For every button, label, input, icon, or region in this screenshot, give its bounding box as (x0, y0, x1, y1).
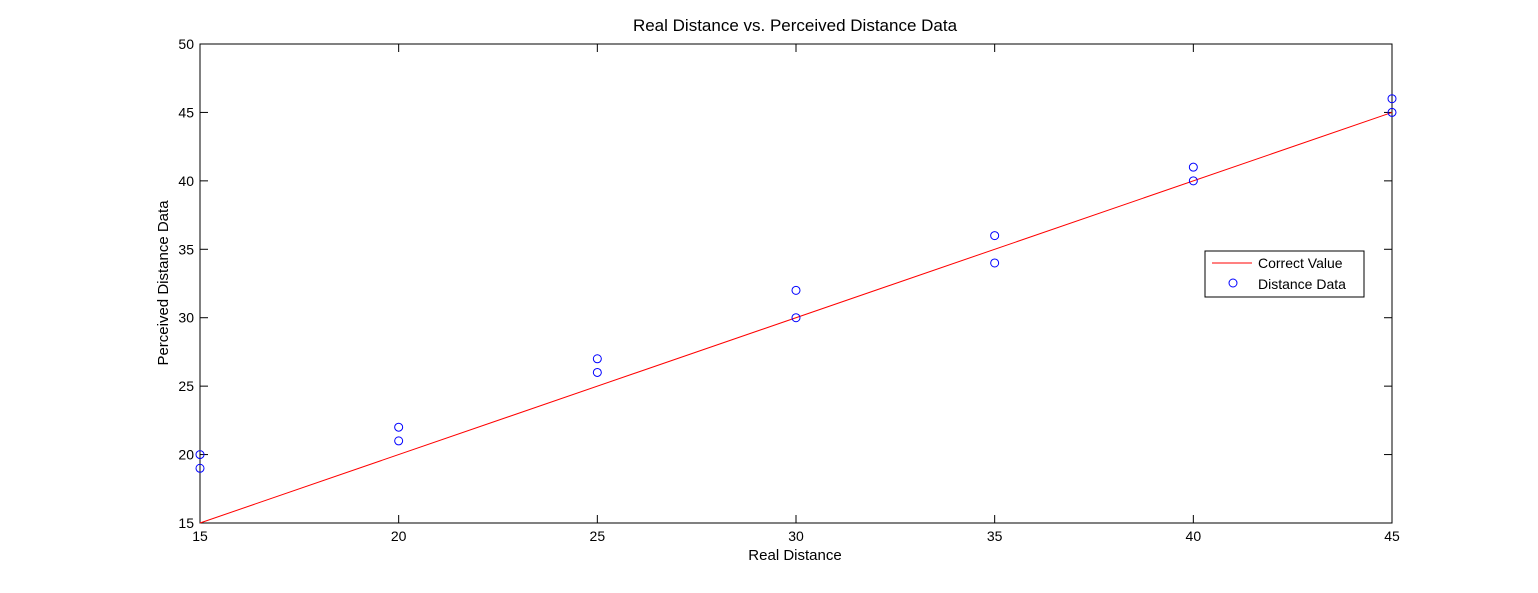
y-tick-label: 15 (178, 515, 194, 531)
series-layer (195, 94, 1397, 524)
x-tick-label: 30 (788, 528, 804, 544)
distance-data-point (1188, 162, 1198, 172)
legend-box (1204, 250, 1365, 298)
distance-data-point (592, 367, 602, 377)
y-tick-label: 20 (178, 447, 194, 463)
distance-data-point (1387, 94, 1397, 104)
distance-data-point (592, 354, 602, 364)
distance-data-point (791, 313, 801, 323)
y-tick-label: 40 (178, 173, 194, 189)
distance-data-point (195, 463, 205, 473)
y-axis-label: Perceived Distance Data (155, 200, 172, 366)
distance-data-point (990, 231, 1000, 241)
y-tick-label: 35 (178, 241, 194, 257)
distance-data-point (990, 258, 1000, 268)
y-tick-label: 45 (178, 104, 194, 120)
legend-label-correct-value: Correct Value (1258, 255, 1343, 271)
distance-data-point (394, 422, 404, 432)
legend-label-distance-data: Distance Data (1258, 276, 1346, 292)
distance-data-point (195, 450, 205, 460)
correct-value-line (199, 111, 1393, 524)
x-tick-label: 15 (192, 528, 208, 544)
legend-marker-swatch (1228, 278, 1238, 288)
y-tick-label: 50 (178, 36, 194, 52)
y-axis-ticks: 15 20 25 30 35 40 45 50 (178, 36, 1392, 531)
distance-data-point (1188, 176, 1198, 186)
y-tick-label: 30 (178, 310, 194, 326)
plot-frame (199, 43, 1393, 524)
distance-data-point (1387, 107, 1397, 117)
x-tick-label: 40 (1186, 528, 1202, 544)
x-tick-label: 20 (391, 528, 407, 544)
x-tick-label: 35 (987, 528, 1003, 544)
x-axis-label: Real Distance (748, 547, 841, 564)
x-tick-label: 25 (590, 528, 606, 544)
distance-data-point (791, 285, 801, 295)
plot-area: 15 20 25 30 35 40 45 15 20 25 30 35 40 45 50 (178, 36, 1400, 544)
y-tick-label: 25 (178, 378, 194, 394)
distance-data-point (394, 436, 404, 446)
chart-title: Real Distance vs. Perceived Distance Dat… (633, 16, 958, 35)
legend: Correct Value Distance Data (1204, 250, 1365, 298)
x-tick-label: 45 (1384, 528, 1400, 544)
x-axis-ticks: 15 20 25 30 35 40 45 (192, 44, 1400, 544)
